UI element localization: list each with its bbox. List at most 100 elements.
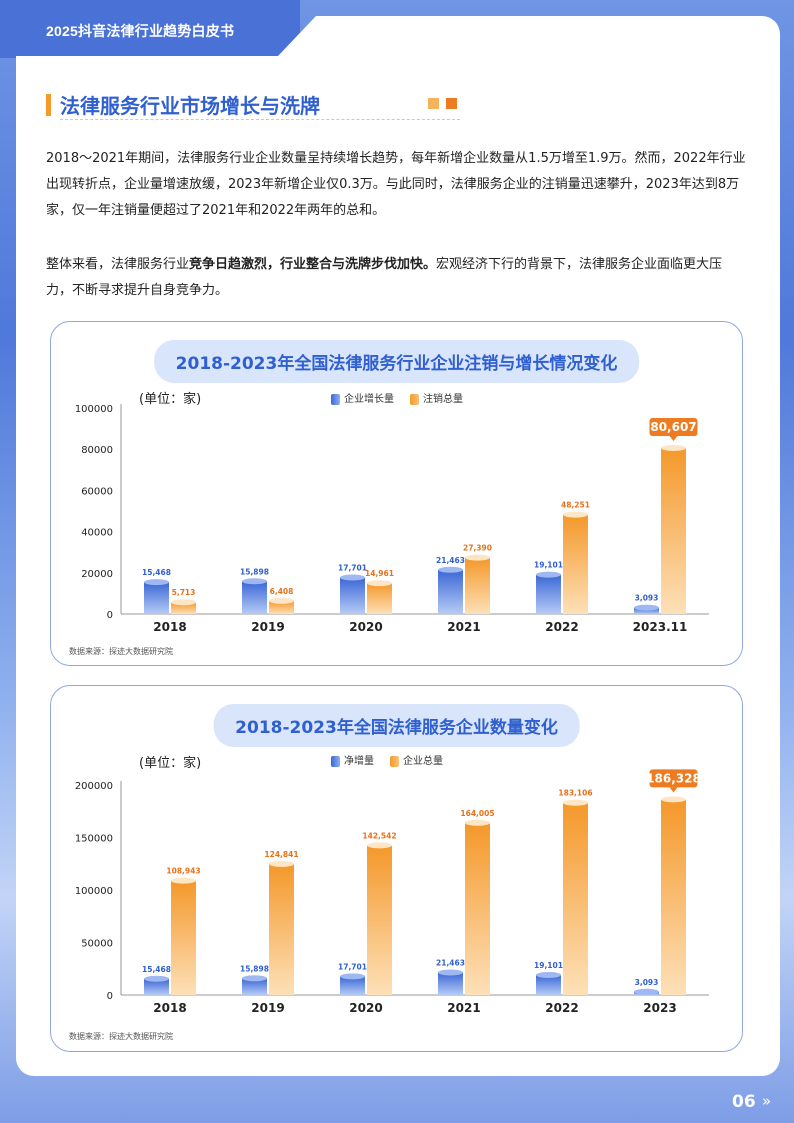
chart2-plot: 200000 150000 100000 50000 0 15,468 108,943 201…: [75, 769, 709, 1015]
y-tick-label: 80000: [81, 445, 113, 456]
bar-orange-cap: [367, 580, 392, 587]
summary-text-c: 宏观经济下行的背景下，法律服务企业面临更大压力，不断寻求提升自身竞争力。: [46, 257, 723, 298]
decor-square-dark: [446, 98, 457, 109]
chart1-legend-label-cancel: 注销总量: [423, 394, 463, 405]
chart2-title: 2018-2023年全国法律服务企业数量变化: [213, 704, 580, 747]
data-label-orange: 14,961: [365, 569, 394, 578]
y-tick-label: 0: [107, 610, 113, 621]
bar-orange: [661, 799, 686, 995]
bar-orange-cap: [269, 860, 294, 867]
data-label-orange: 124,841: [264, 850, 298, 859]
x-tick-label: 2019: [251, 1001, 284, 1015]
data-label-blue: 15,898: [240, 964, 269, 973]
bar-orange: [269, 863, 294, 995]
chart1-legend-item-cancel: 注销总量: [410, 390, 463, 405]
x-tick-label: 2023: [643, 1001, 676, 1015]
bar-blue-cap: [144, 579, 169, 586]
y-tick-label: 200000: [75, 781, 113, 792]
bar-blue: [242, 978, 267, 995]
bar-orange-cap: [269, 597, 294, 604]
data-label-blue: 19,101: [534, 561, 563, 570]
data-label-orange: 142,542: [362, 831, 396, 840]
data-label-blue: 19,101: [534, 961, 563, 970]
data-label-orange: 5,713: [172, 588, 196, 597]
chart2-legend-label-net: 净增量: [344, 756, 374, 767]
chart1-legend-label-growth: 企业增长量: [344, 394, 394, 405]
bar-blue: [340, 577, 365, 614]
chart2-legend-item-total: 企业总量: [390, 752, 443, 767]
bar-orange: [563, 802, 588, 995]
bar-orange: [367, 583, 392, 614]
x-tick-label: 2021: [447, 1001, 480, 1015]
bar-blue: [340, 976, 365, 995]
chart1-source: 数据来源：探迹大数据研究院: [69, 647, 173, 656]
bar-orange-cap: [171, 599, 196, 606]
data-label-blue: 15,898: [240, 567, 269, 576]
summary-text-bold: 竞争日趋激烈，行业整合与洗牌步伐加快。: [189, 257, 437, 272]
bar-orange: [171, 880, 196, 995]
bar-blue: [242, 581, 267, 614]
header-tab: [0, 0, 300, 58]
page-number: 06: [732, 1092, 756, 1112]
y-tick-label: 20000: [81, 569, 113, 580]
data-label-blue: 17,701: [338, 962, 367, 971]
bar-blue-cap: [144, 975, 169, 982]
x-tick-label: 2020: [349, 620, 382, 634]
highlight-label-pointer: [669, 787, 678, 793]
bar-orange-cap: [563, 511, 588, 518]
bar-blue-cap: [536, 971, 561, 978]
data-label-orange: 48,251: [561, 501, 590, 510]
data-label-orange: 108,943: [166, 867, 200, 876]
chart1-plot: 100000 80000 60000 40000 20000 0 15,468 5,713 20…: [75, 404, 709, 634]
bar-blue-cap: [634, 604, 659, 611]
chart1-title: 2018-2023年全国法律服务行业企业注销与增长情况变化: [153, 340, 640, 383]
x-tick-label: 2021: [447, 620, 480, 634]
bar-orange-cap: [367, 842, 392, 849]
bar-blue-cap: [242, 975, 267, 982]
data-label-blue: 21,463: [436, 958, 465, 967]
chart2-unit: (单位：家): [139, 756, 202, 771]
data-label-blue: 15,468: [142, 965, 171, 974]
highlight-label-pointer: [669, 435, 678, 441]
bar-blue-cap: [536, 571, 561, 578]
data-label-blue: 15,468: [142, 568, 171, 577]
x-tick-label: 2018: [153, 620, 186, 634]
chart2-legend: 净增量 企业总量: [331, 752, 443, 767]
y-tick-label: 60000: [81, 486, 113, 497]
bar-blue: [144, 582, 169, 614]
section-title: 法律服务行业市场增长与洗牌: [60, 94, 320, 118]
y-tick-label: 100000: [75, 886, 113, 897]
x-tick-label: 2022: [545, 620, 578, 634]
y-tick-label: 0: [107, 991, 113, 1002]
data-label-orange: 164,005: [460, 809, 494, 818]
y-tick-label: 100000: [75, 404, 113, 415]
x-tick-label: 2022: [545, 1001, 578, 1015]
data-label-orange: 6,408: [270, 587, 294, 596]
chart2-legend-label-total: 企业总量: [403, 756, 443, 767]
decor-square-light: [428, 98, 439, 109]
bar-orange-cap: [661, 444, 686, 451]
x-tick-label: 2023.11: [633, 620, 688, 634]
bar-orange: [269, 600, 294, 614]
data-label-blue: 3,093: [635, 978, 659, 987]
section-accent-bar: [46, 94, 51, 116]
bar-orange: [465, 557, 490, 614]
data-label-orange: 183,106: [558, 789, 592, 798]
bar-blue: [144, 978, 169, 995]
bar-orange-cap: [171, 877, 196, 884]
highlight-label-box: [649, 417, 698, 436]
next-page-icon[interactable]: »: [762, 1092, 772, 1110]
data-label-blue: 3,093: [635, 594, 659, 603]
chart2-legend-item-net: 净增量: [331, 752, 374, 767]
bar-blue: [536, 974, 561, 995]
y-tick-label: 40000: [81, 528, 113, 539]
bar-blue-cap: [340, 574, 365, 581]
bar-orange: [367, 845, 392, 995]
bar-orange-cap: [465, 554, 490, 561]
bar-blue: [438, 569, 463, 614]
y-tick-label: 150000: [75, 834, 113, 845]
bar-blue-cap: [438, 969, 463, 976]
chart1-legend-item-growth: 企业增长量: [331, 390, 394, 405]
bar-orange: [465, 822, 490, 995]
highlight-label-box: [649, 769, 698, 788]
